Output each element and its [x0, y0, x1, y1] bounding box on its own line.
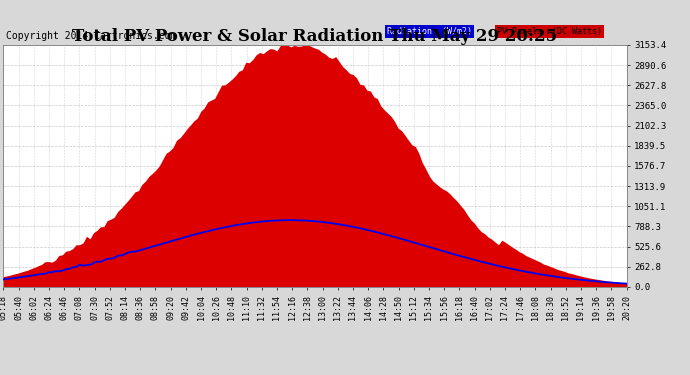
Text: PV Panels  (DC Watts): PV Panels (DC Watts)	[497, 27, 602, 36]
Text: Radiation  (W/m2): Radiation (W/m2)	[386, 27, 472, 36]
Title: Total PV Power & Solar Radiation Thu May 29 20:25: Total PV Power & Solar Radiation Thu May…	[72, 28, 558, 45]
Text: Copyright 2014 Cartronics.com: Copyright 2014 Cartronics.com	[6, 32, 176, 41]
